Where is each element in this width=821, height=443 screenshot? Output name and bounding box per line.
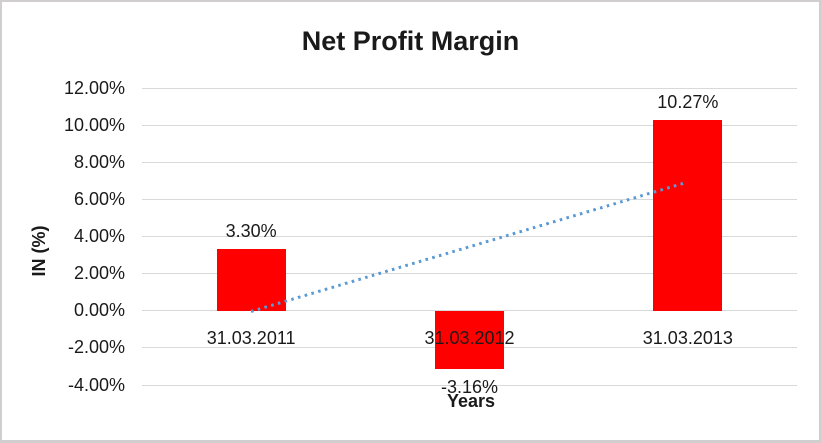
- x-category-label: 31.03.2013: [642, 327, 733, 348]
- y-axis-tick-labels: 12.00% 10.00% 8.00% 6.00% 4.00% 2.00% 0.00% -2.…: [40, 78, 125, 395]
- x-axis-title: Years: [446, 391, 496, 411]
- bar: [435, 310, 504, 370]
- plot-area: 3.30% -3.16% 10.27% 31.03.2011 31.03.2012 31.…: [142, 87, 797, 397]
- trendline: [250, 180, 689, 313]
- bar: [653, 120, 723, 311]
- gridline: [142, 161, 797, 163]
- y-tick-label: 6.00%: [73, 188, 125, 209]
- y-tick-label: 8.00%: [73, 151, 125, 172]
- x-category-label: 31.03.2012: [424, 327, 515, 348]
- x-category-label: 31.03.2011: [206, 327, 296, 348]
- y-tick-label: 12.00%: [63, 77, 125, 98]
- gridline: [142, 198, 797, 200]
- gridline: [142, 124, 797, 126]
- gridline: [142, 384, 797, 386]
- chart-title: Net Profit Margin: [301, 26, 520, 56]
- bar: [216, 249, 286, 311]
- bar-value-label: -3.16%: [440, 377, 499, 398]
- bar-value-label: 3.30%: [225, 221, 277, 242]
- y-tick-label: 4.00%: [73, 226, 125, 246]
- y-tick-label: 10.00%: [63, 114, 125, 135]
- gridline: [142, 273, 797, 275]
- y-tick-label: -4.00%: [67, 374, 125, 395]
- gridline: [142, 87, 797, 89]
- y-tick-label: -2.00%: [67, 337, 125, 358]
- y-tick-label: 0.00%: [73, 300, 125, 321]
- y-tick-label: 2.00%: [73, 263, 125, 284]
- bar-value-label: 10.27%: [657, 92, 719, 113]
- gridline: [142, 236, 797, 237]
